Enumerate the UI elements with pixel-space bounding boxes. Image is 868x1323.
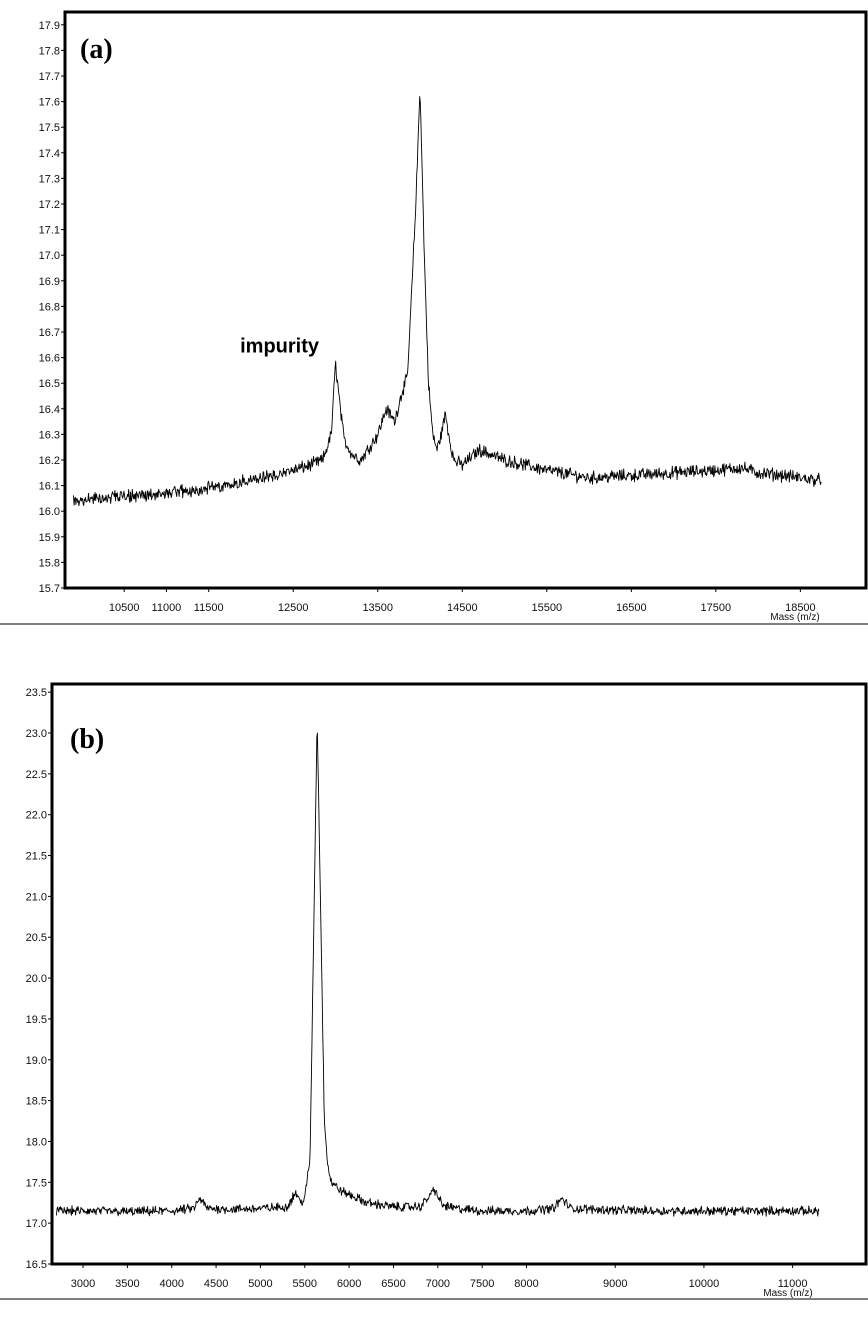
panel-label: (a) [80, 34, 113, 65]
y-tick-label: 18.0 [26, 1136, 47, 1148]
panel-label: (b) [70, 724, 104, 755]
x-tick-label: 4000 [159, 1278, 183, 1290]
y-tick-label: 16.9 [39, 276, 60, 288]
y-tick-label: 20.5 [26, 932, 47, 944]
y-tick-label: 16.0 [39, 506, 60, 518]
spectrum-trace [73, 96, 822, 507]
y-tick-label: 21.0 [26, 891, 47, 903]
x-tick-label: 11000 [778, 1278, 808, 1290]
y-tick-label: 19.5 [26, 1014, 47, 1026]
y-tick-label: 15.8 [39, 557, 60, 569]
x-tick-label: 16500 [616, 602, 647, 614]
x-tick-label: 11000 [152, 602, 182, 614]
x-tick-label: 7500 [470, 1278, 494, 1290]
x-tick-label: 10000 [689, 1278, 720, 1290]
chart-panel-b: 16.5 17.0 17.5 18.0 18.5 19.0 19.5 20.0 20.5 21.0… [0, 682, 868, 1300]
x-tick-label: 12500 [278, 602, 309, 614]
x-tick-label: 4500 [204, 1278, 228, 1290]
x-tick-label: 9000 [603, 1278, 627, 1290]
spectrum-trace [55, 732, 820, 1217]
y-tick-label: 23.5 [26, 687, 47, 699]
y-tick-label: 16.1 [39, 481, 60, 493]
y-tick-label: 16.7 [39, 327, 60, 339]
x-tick-label: 15500 [532, 602, 563, 614]
x-tick-label: 6000 [337, 1278, 361, 1290]
x-tick-label: 11500 [194, 602, 224, 614]
y-tick-label: 17.5 [26, 1177, 47, 1189]
x-tick-label: 6500 [381, 1278, 405, 1290]
y-tick-label: 16.5 [26, 1259, 47, 1271]
x-axis-label: Mass (m/z) [770, 612, 819, 623]
y-tick-label: 18.5 [26, 1096, 47, 1108]
y-tick-label: 17.5 [39, 122, 60, 134]
y-tick-label: 16.5 [39, 378, 60, 390]
x-tick-label: 8000 [514, 1278, 538, 1290]
y-tick-label: 16.3 [39, 429, 60, 441]
y-tick-label: 22.5 [26, 769, 47, 781]
x-tick-label: 17500 [701, 602, 732, 614]
y-tick-label: 17.3 [39, 173, 60, 185]
y-tick-label: 17.8 [39, 45, 60, 57]
y-tick-label: 17.0 [26, 1218, 47, 1230]
y-tick-label: 21.5 [26, 851, 47, 863]
x-axis-label: Mass (m/z) [763, 1288, 812, 1299]
x-tick-label: 7000 [426, 1278, 450, 1290]
chart-panel-a: 15.7 15.8 15.9 16.0 16.1 16.2 16.3 16.4 16.5 16.6… [0, 10, 868, 625]
x-tick-label: 3000 [71, 1278, 95, 1290]
y-tick-label: 16.2 [39, 455, 60, 467]
y-tick-label: 15.9 [39, 532, 60, 544]
y-tick-label: 15.7 [39, 583, 60, 595]
y-tick-label: 17.1 [39, 225, 60, 237]
y-tick-label: 20.0 [26, 973, 47, 985]
y-tick-label: 17.7 [39, 71, 60, 83]
plot-frame [50, 682, 868, 1266]
y-tick-label: 17.9 [39, 20, 60, 32]
y-tick-label: 16.8 [39, 301, 60, 313]
x-tick-label: 5500 [293, 1278, 317, 1290]
y-tick-label: 23.0 [26, 728, 47, 740]
x-tick-label: 18500 [785, 602, 816, 614]
x-tick-label: 14500 [447, 602, 478, 614]
y-tick-label: 16.6 [39, 353, 60, 365]
y-tick-label: 17.6 [39, 97, 60, 109]
x-tick-label: 3500 [115, 1278, 139, 1290]
plot-frame [63, 10, 868, 590]
y-tick-label: 16.4 [39, 404, 60, 416]
y-tick-label: 17.0 [39, 250, 60, 262]
x-tick-label: 13500 [362, 602, 393, 614]
x-tick-label: 5000 [248, 1278, 272, 1290]
impurity-annotation: impurity [240, 335, 320, 357]
y-tick-label: 17.2 [39, 199, 60, 211]
y-tick-label: 17.4 [39, 148, 60, 160]
x-tick-label: 10500 [109, 602, 140, 614]
y-tick-label: 19.0 [26, 1055, 47, 1067]
y-tick-label: 22.0 [26, 810, 47, 822]
